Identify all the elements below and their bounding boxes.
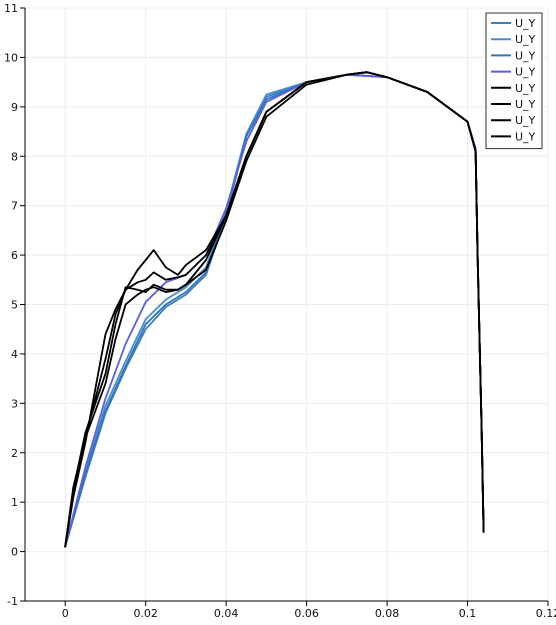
series-line-3 xyxy=(64,73,485,548)
y-tick-label: 7 xyxy=(11,200,18,213)
x-tick-label: 0.12 xyxy=(536,607,556,620)
y-tick-label: 4 xyxy=(11,348,18,361)
series-line-6 xyxy=(64,71,485,548)
y-tick-label: 5 xyxy=(11,299,18,312)
y-tick-label: 6 xyxy=(11,249,18,262)
grid-lines xyxy=(25,7,549,602)
y-axis-ticks: -1 0 1 2 3 4 5 6 7 8 9 10 11 xyxy=(4,2,25,608)
series-line-7 xyxy=(64,71,485,548)
legend-label: U_Y xyxy=(515,17,536,30)
legend-label: U_Y xyxy=(515,82,536,95)
legend-label: U_Y xyxy=(515,49,536,62)
y-tick-label: 9 xyxy=(11,101,18,114)
legend-box xyxy=(485,12,543,150)
y-tick-label: 0 xyxy=(11,546,18,559)
y-tick-label: 3 xyxy=(11,397,18,410)
x-tick-label: 0.04 xyxy=(214,607,239,620)
x-tick-label: 0.1 xyxy=(459,607,477,620)
y-tick-label: -1 xyxy=(7,595,18,608)
y-tick-label: 11 xyxy=(4,2,18,15)
x-tick-label: 0.08 xyxy=(375,607,400,620)
series-line-2 xyxy=(64,73,485,548)
y-tick-label: 1 xyxy=(11,496,18,509)
y-tick-label: 8 xyxy=(11,150,18,163)
x-axis-ticks: 0 0.02 0.04 0.06 0.08 0.1 0.12 xyxy=(62,601,556,620)
legend-label: U_Y xyxy=(515,33,536,46)
legend-label: U_Y xyxy=(515,114,536,127)
y-tick-label: 2 xyxy=(11,447,18,460)
series-lines xyxy=(64,71,485,548)
y-tick-label: 10 xyxy=(4,51,18,64)
series-line-1 xyxy=(64,73,485,548)
legend-label: U_Y xyxy=(515,66,536,79)
x-tick-label: 0 xyxy=(62,607,69,620)
series-line-8 xyxy=(64,71,485,548)
legend: U_Y U_Y U_Y U_Y U_Y U_Y U_Y U_Y xyxy=(485,12,543,150)
legend-label: U_Y xyxy=(515,130,536,143)
x-tick-label: 0.06 xyxy=(294,607,319,620)
x-tick-label: 0.02 xyxy=(133,607,158,620)
legend-label: U_Y xyxy=(515,98,536,111)
series-line-4 xyxy=(64,73,485,548)
series-line-5 xyxy=(64,71,485,548)
